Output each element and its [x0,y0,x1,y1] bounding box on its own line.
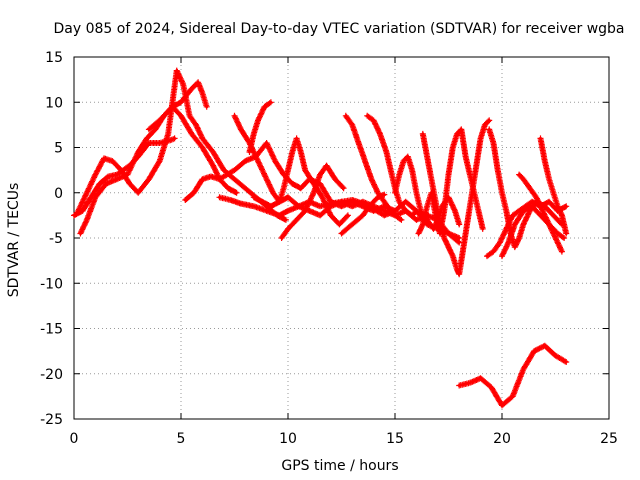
x-tick-label: 20 [493,431,511,447]
series-sat-t [516,171,565,255]
y-tick-label: -5 [49,231,63,247]
series-plus-markers [419,117,493,278]
y-tick-label: 5 [54,141,63,157]
x-tick-label: 10 [279,431,297,447]
data-series-group [71,67,570,409]
x-tick-label: 5 [177,431,186,447]
series-sat-j [278,162,347,241]
series-plus-markers [278,162,347,241]
x-tick-labels: 0 5 10 15 20 25 [70,57,618,447]
series-plus-markers [77,79,210,237]
series-sat-c [75,67,289,223]
y-tick-label: -15 [40,322,63,338]
y-tick-labels: -25 -20 -15 -10 -5 0 5 10 15 [40,50,609,428]
x-tick-label: 15 [386,431,404,447]
series-plus-markers [456,342,570,409]
series-plus-markers [342,112,405,223]
series-plus-markers [516,171,565,255]
series-sat-g [246,99,274,155]
series-sat-b [77,79,210,237]
series-plus-markers [537,135,570,237]
x-axis-label: GPS time / hours [281,458,398,474]
chart-title: Day 085 of 2024, Sidereal Day-to-day VTE… [53,21,624,37]
y-tick-label: 0 [54,186,63,202]
y-tick-label: 15 [45,50,63,66]
x-tick-label: 25 [600,431,618,447]
series-plus-markers [250,135,351,228]
series-plus-markers [75,67,289,223]
y-axis-label: SDTVAR / TECUs [6,183,22,298]
series-sat-l [342,112,405,223]
x-tick-label: 0 [70,431,79,447]
y-tick-label: -10 [40,276,63,292]
y-tick-label: -25 [40,412,63,428]
series-plus-markers [145,103,240,196]
y-tick-label: -20 [40,367,63,383]
series-sat-m [364,112,420,219]
series-sat-u [537,135,570,237]
series-plus-markers [246,99,274,155]
series-sat-v [456,342,570,409]
y-tick-label: 10 [45,95,63,111]
series-sat-i [250,135,351,228]
series-sat-p [419,117,493,278]
